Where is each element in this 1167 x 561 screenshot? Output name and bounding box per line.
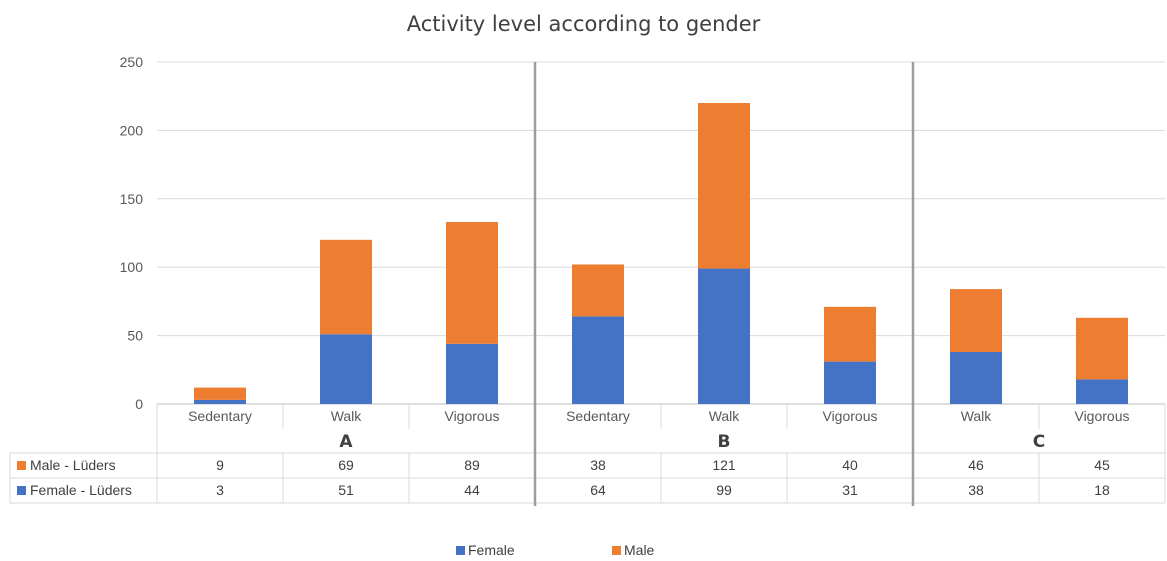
bar-male-6 bbox=[824, 306, 876, 362]
bar-male-7 bbox=[950, 289, 1002, 353]
category-label: Walk bbox=[709, 408, 741, 424]
table-row-label: Female - Lüders bbox=[30, 482, 132, 498]
bar-female-2 bbox=[320, 334, 372, 404]
category-label: Sedentary bbox=[188, 408, 252, 424]
bars bbox=[194, 103, 1128, 404]
bar-male-8 bbox=[1076, 317, 1128, 380]
table-cell: 38 bbox=[968, 482, 984, 498]
bar-female-8 bbox=[1076, 379, 1128, 404]
y-tick-label: 0 bbox=[135, 396, 143, 412]
group-label: A bbox=[339, 432, 353, 452]
group-label: C bbox=[1033, 432, 1045, 452]
category-label: Sedentary bbox=[566, 408, 630, 424]
category-label: Vigorous bbox=[444, 408, 499, 424]
bar-female-7 bbox=[950, 352, 1002, 404]
table-cell: 3 bbox=[216, 482, 224, 498]
y-tick-label: 200 bbox=[120, 122, 144, 138]
bar-male-3 bbox=[446, 222, 498, 344]
bar-female-6 bbox=[824, 361, 876, 404]
table-cell: 18 bbox=[1094, 482, 1110, 498]
bar-female-1 bbox=[194, 399, 246, 404]
table-cell: 45 bbox=[1094, 457, 1110, 473]
table-legend-key bbox=[17, 486, 26, 495]
chart-title: Activity level according to gender bbox=[406, 12, 761, 36]
table-cell: 51 bbox=[338, 482, 354, 498]
data-table: Sedentary Walk Vigorous Sedentary Walk Vigoro… bbox=[9, 62, 1166, 506]
y-axis: 0 50 100 150 200 250 bbox=[120, 54, 144, 412]
y-tick-label: 250 bbox=[120, 54, 144, 70]
table-cell: 99 bbox=[716, 482, 732, 498]
gridlines bbox=[157, 61, 1165, 405]
bar-female-5 bbox=[698, 268, 750, 404]
y-tick-label: 50 bbox=[127, 328, 143, 344]
legend: Female Male bbox=[456, 542, 655, 558]
table-row-label: Male - Lüders bbox=[30, 457, 116, 473]
table-cell: 9 bbox=[216, 457, 224, 473]
table-cell: 89 bbox=[464, 457, 480, 473]
legend-label-male: Male bbox=[624, 542, 655, 558]
bar-female-3 bbox=[446, 343, 498, 404]
table-cell: 64 bbox=[590, 482, 606, 498]
category-label: Walk bbox=[961, 408, 993, 424]
legend-label-female: Female bbox=[468, 542, 515, 558]
table-cell: 31 bbox=[842, 482, 858, 498]
legend-key-female bbox=[456, 546, 465, 555]
y-tick-label: 100 bbox=[120, 259, 144, 275]
bar-female-4 bbox=[572, 316, 624, 404]
table-cell: 40 bbox=[842, 457, 858, 473]
bar-male-2 bbox=[320, 239, 372, 335]
category-label: Vigorous bbox=[1074, 408, 1129, 424]
category-label: Vigorous bbox=[822, 408, 877, 424]
bar-male-4 bbox=[572, 264, 624, 317]
bar-male-1 bbox=[194, 387, 246, 400]
category-label: Walk bbox=[331, 408, 363, 424]
y-tick-label: 150 bbox=[120, 191, 144, 207]
table-cell: 121 bbox=[712, 457, 736, 473]
group-label: B bbox=[718, 432, 731, 452]
bar-male-5 bbox=[698, 103, 750, 269]
table-cell: 46 bbox=[968, 457, 984, 473]
table-cell: 69 bbox=[338, 457, 354, 473]
legend-key-male bbox=[612, 546, 621, 555]
table-legend-key bbox=[17, 461, 26, 470]
table-cell: 38 bbox=[590, 457, 606, 473]
table-cell: 44 bbox=[464, 482, 480, 498]
